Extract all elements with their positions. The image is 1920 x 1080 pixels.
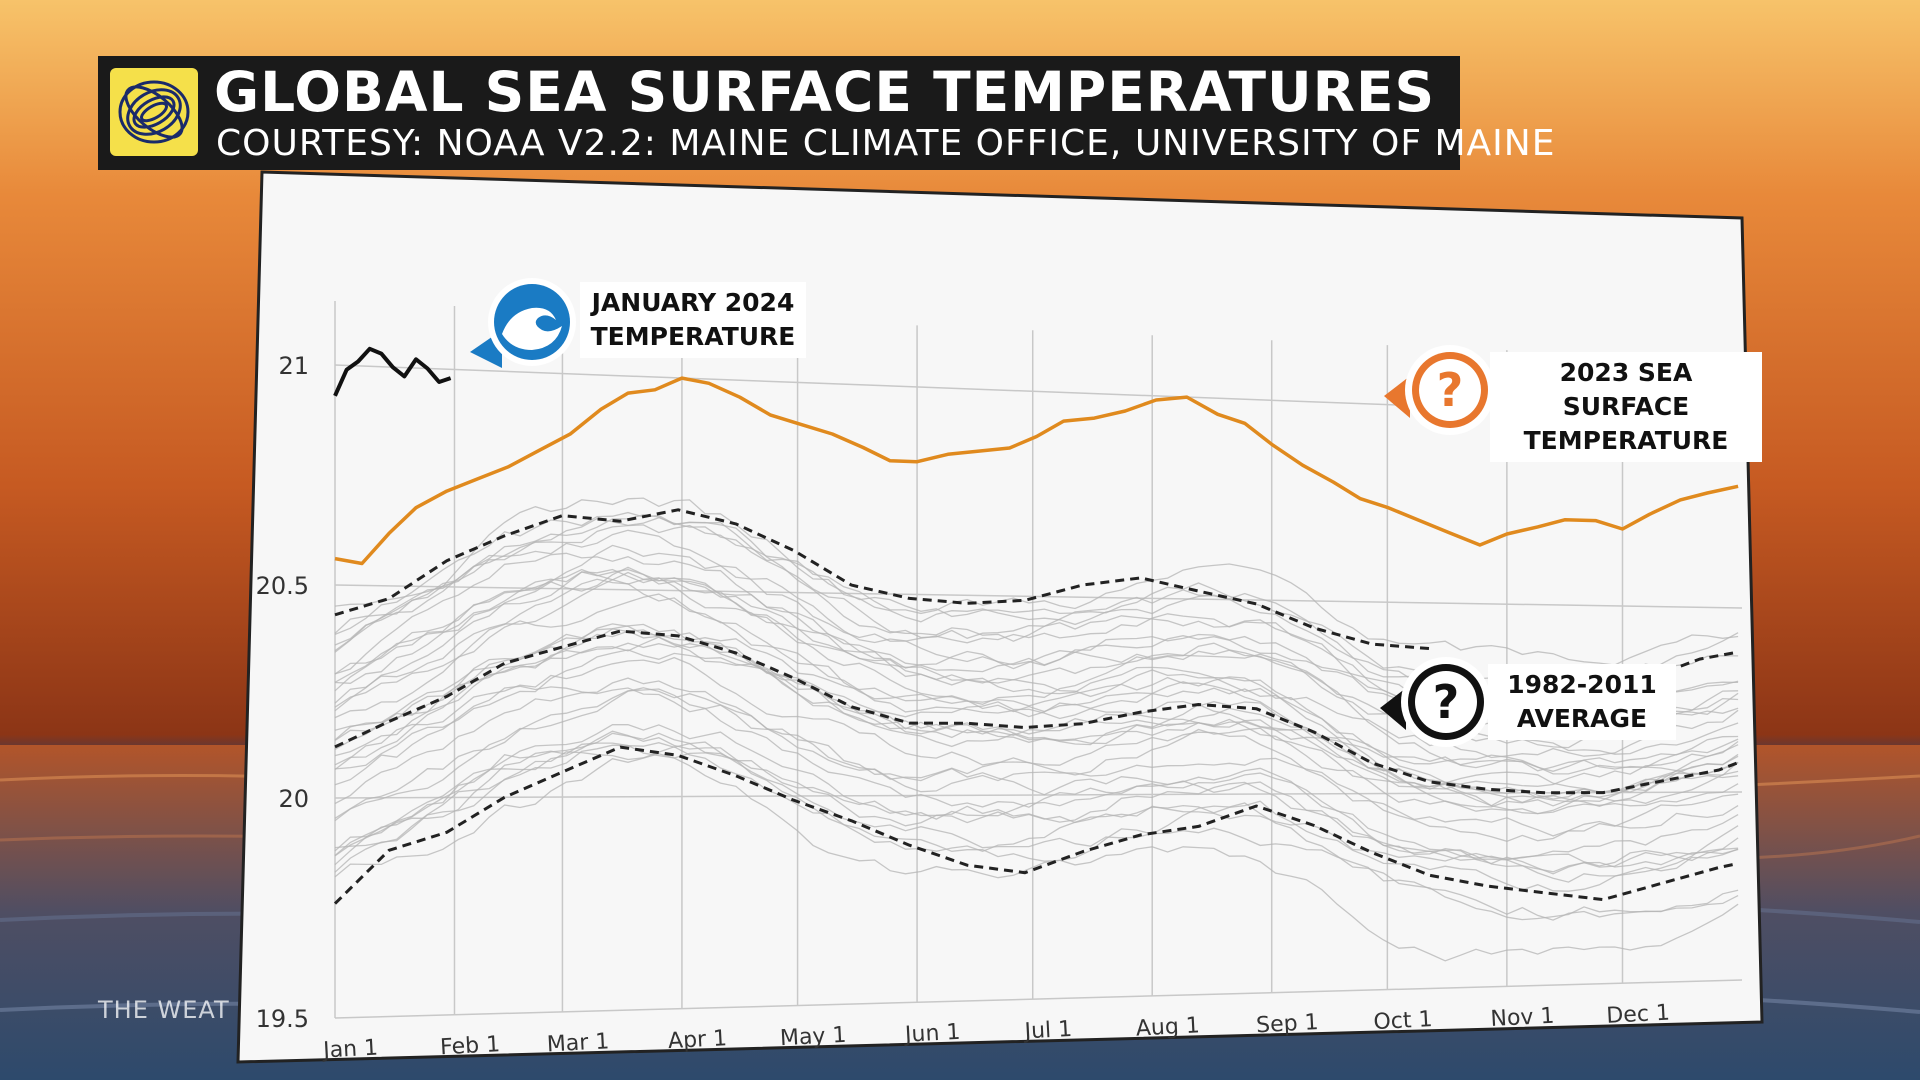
series-line: [333, 346, 452, 397]
annotation-jan2024-line1: JANUARY 2024: [591, 288, 795, 317]
chart-panel: [236, 170, 1764, 1064]
data-series: [333, 346, 1739, 905]
axis-ticks: 19.5 20 20.5 21 Jan 1 Feb 1 Mar 1 Apr 1 May 1 Jun…: [256, 352, 1671, 1064]
series-line: [333, 745, 1739, 905]
x-tick-label: Jan 1: [321, 1036, 379, 1064]
title-bar: GLOBAL SEA SURFACE TEMPERATURES COURTESY…: [98, 56, 1554, 170]
annotation-sst2023: 2023 SEA SURFACE TEMPERATURE: [1490, 352, 1762, 462]
series-line: [334, 376, 1739, 566]
series-line: [334, 508, 1430, 651]
x-tick-label: Apr 1: [667, 1026, 727, 1054]
svg-text:?: ?: [1437, 363, 1464, 417]
history-line: [334, 649, 1739, 787]
history-line: [334, 685, 1739, 867]
history-line: [334, 593, 1739, 815]
annotation-sst2023-line2: TEMPERATURE: [1523, 426, 1729, 455]
x-tick-label: Oct 1: [1373, 1007, 1433, 1035]
page-title: GLOBAL SEA SURFACE TEMPERATURES: [214, 60, 1436, 124]
history-line: [334, 687, 1739, 842]
wave-icon: [470, 278, 576, 368]
x-tick-label: Jun 1: [902, 1020, 961, 1048]
y-tick-label: 20.5: [256, 572, 309, 600]
history-line: [334, 723, 1739, 875]
history-line: [334, 514, 1739, 666]
x-tick-label: May 1: [779, 1023, 847, 1051]
x-tick-label: Aug 1: [1135, 1013, 1200, 1041]
question-icon: ?: [1380, 657, 1491, 747]
globe-swirl-icon: [118, 80, 190, 144]
watermark: THE WEAT: [98, 996, 230, 1024]
history-line: [334, 636, 1739, 794]
series-line: [334, 629, 1739, 795]
x-tick-label: Sep 1: [1256, 1010, 1320, 1038]
y-tick-label: 19.5: [256, 1005, 309, 1033]
x-tick-label: Nov 1: [1490, 1004, 1555, 1032]
page-subtitle: COURTESY: NOAA V2.2: MAINE CLIMATE OFFIC…: [216, 123, 1556, 164]
history-line: [334, 578, 1739, 800]
annotation-jan2024-line2: TEMPERATURE: [590, 322, 796, 351]
annotation-average-line1: 1982-2011: [1507, 670, 1657, 699]
x-tick-label: Jul 1: [1022, 1017, 1073, 1045]
annotation-icons: ? ?: [470, 278, 1495, 747]
x-tick-label: Feb 1: [440, 1032, 501, 1060]
x-tick-label: Mar 1: [546, 1029, 610, 1057]
history-line: [334, 568, 1739, 772]
annotation-jan2024: JANUARY 2024 TEMPERATURE: [580, 282, 806, 358]
history-line: [334, 630, 1739, 808]
history-line: [334, 552, 1739, 755]
annotation-average: 1982-2011 AVERAGE: [1488, 664, 1676, 740]
history-line: [334, 566, 1739, 759]
history-line: [334, 623, 1739, 807]
weather-network-logo: [110, 68, 198, 156]
history-line: [334, 677, 1739, 837]
y-tick-label: 21: [278, 352, 309, 380]
history-line: [334, 568, 1739, 772]
y-tick-label: 20: [278, 785, 309, 813]
x-tick-label: Dec 1: [1606, 1001, 1671, 1029]
annotation-average-line2: AVERAGE: [1516, 704, 1648, 733]
annotation-sst2023-line1: 2023 SEA SURFACE: [1559, 358, 1693, 421]
history-line: [334, 642, 1739, 804]
history-line: [334, 741, 1739, 921]
history-line: [334, 742, 1739, 921]
historical-series: [334, 497, 1739, 962]
history-line: [334, 656, 1739, 815]
history-line: [334, 732, 1739, 883]
history-line: [334, 623, 1739, 775]
svg-text:?: ?: [1433, 675, 1460, 729]
question-icon: ?: [1384, 345, 1495, 435]
history-line: [334, 753, 1739, 962]
